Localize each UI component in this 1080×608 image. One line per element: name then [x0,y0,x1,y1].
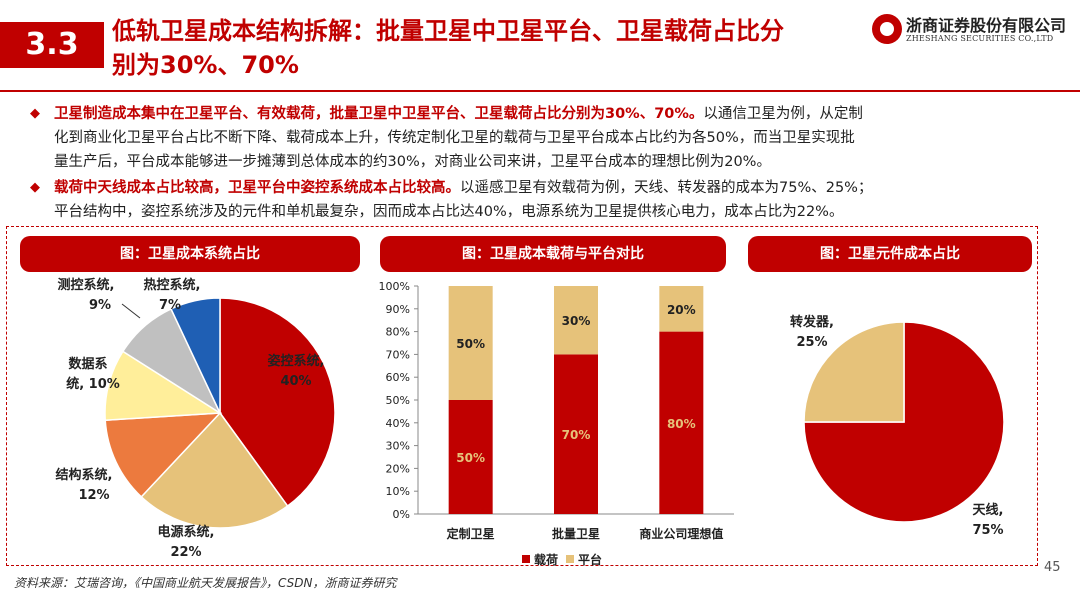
bar-payload-3 [659,331,704,514]
pie1-leader-line [121,303,141,319]
bar-ytick-10: 100% [379,280,410,293]
pie1-slice-1 [219,297,336,508]
bar-label-payload-3: 80% [667,417,696,431]
bar-category-3: 商业公司理想值 [639,526,723,541]
pie1-value-2: 22% [170,545,201,560]
pie1-label-5: 测控系统, [58,277,115,293]
bar-ytick-3: 30% [386,440,410,453]
logo-name-en: ZHESHANG SECURITIES CO.,LTD [906,34,1054,43]
pie1-label-2: 电源系统, [158,524,215,540]
bullet-2-line-2: 平台结构中，姿控系统涉及的元件和单机最复杂，因而成本占比达40%，电源系统为卫星… [54,204,844,220]
bar-ytick-2: 20% [386,462,410,475]
logo-name-cn: 浙商证券股份有限公司 [906,16,1067,35]
component-cost-pie-chart: 天线, 75% 转发器, 25% [790,314,1005,538]
bar-category-1: 定制卫星 [447,526,495,541]
header-divider [0,90,1080,92]
bullet-1-line-3: 量生产后，平台成本能够进一步摊薄到总体成本的约30%，对商业公司来讲，卫星平台成… [54,154,771,170]
title-line-1: 低轨卫星成本结构拆解：批量卫星中卫星平台、卫星载荷占比分 [112,17,784,45]
title-line-2: 别为30%、70% [112,51,299,79]
pie1-value-3: 12% [78,488,109,503]
diamond-bullet-icon: ◆ [30,180,40,195]
bar-ytick-6: 60% [386,371,410,384]
payload-platform-bar-chart: 0% 10% 20% 30% 40% 50% 60% 70% 80% 90% 100% 50% 50% 定… [379,280,734,567]
bar-ytick-1: 10% [386,485,410,498]
bar-platform-3 [659,286,704,332]
pie2-label-2: 转发器, [790,314,834,330]
pie1-value-4: 统, 10% [66,376,120,392]
left-panel-title: 图：卫星成本系统占比 [20,236,360,272]
pie2-slice-2 [803,321,905,423]
bar-ytick-0: 0% [393,508,410,521]
bar-ytick-9: 90% [386,303,410,316]
pie2-value-1: 75% [972,523,1003,538]
charts-frame [6,226,1038,566]
diamond-bullet-icon: ◆ [30,106,40,121]
bar-payload-1 [448,400,493,514]
pie1-slice-4 [104,350,223,422]
source-note: 资料来源：艾瑞咨询，《中国商业航天发展报告》，CSDN，浙商证券研究 [14,576,397,590]
legend-swatch-platform [566,555,574,563]
bullet-2-rest: 以遥感卫星有效载荷为例，天线、转发器的成本为75%、25%； [460,180,873,196]
pie1-slice-3 [104,412,222,498]
legend-label-platform: 平台 [578,552,602,567]
bullet-1-bold: 卫星制造成本集中在卫星平台、有效载荷，批量卫星中卫星平台、卫星载荷占比分别为30… [54,106,704,122]
right-panel-title: 图：卫星元件成本占比 [748,236,1032,272]
bar-label-payload-1: 50% [456,451,485,465]
pie1-value-5: 9% [89,298,111,313]
bar-label-platform-2: 30% [562,314,591,328]
section-number: 3.3 [0,22,104,68]
pie1-value-1: 40% [280,374,311,389]
bar-platform-2 [554,286,598,355]
legend-swatch-payload [522,555,530,563]
pie1-slice-6 [170,297,221,414]
pie2-value-2: 25% [796,335,827,350]
pie1-label-6: 热控系统, [144,277,201,293]
pie1-value-6: 7% [159,298,181,313]
bullet-1-rest: 以通信卫星为例，从定制 [703,106,863,122]
page-number: 45 [1044,560,1061,575]
pie1-label-3: 结构系统, [56,467,113,483]
pie1-slice-2 [140,411,289,529]
pie1-label-1: 姿控系统, [268,353,325,369]
bar-platform-1 [448,286,493,400]
bar-category-2: 批量卫星 [552,526,600,541]
bar-ytick-7: 70% [386,348,410,361]
company-logo: 浙商证券股份有限公司 ZHESHANG SECURITIES CO.,LTD [872,10,1072,54]
bar-ytick-5: 50% [386,394,410,407]
bar-label-payload-2: 70% [562,428,591,442]
pie2-label-1: 天线, [973,502,1004,518]
bar-ytick-8: 80% [386,326,410,339]
bullet-1-line-2: 化到商业化卫星平台占比不断下降、载荷成本上升，传统定制化卫星的载荷与卫星平台成本… [54,130,855,146]
bar-payload-2 [554,354,598,514]
bar-label-platform-3: 20% [667,303,696,317]
logo-seal-icon [872,14,902,44]
page-title: 低轨卫星成本结构拆解：批量卫星中卫星平台、卫星载荷占比分 别为30%、70% [112,14,872,82]
bar-ytick-4: 40% [386,417,410,430]
bullet-2-bold: 载荷中天线成本占比较高，卫星平台中姿控系统成本占比较高。 [54,180,460,196]
bar-label-platform-1: 50% [456,337,485,351]
legend-label-payload: 载荷 [534,552,558,567]
mid-panel-title: 图：卫星成本载荷与平台对比 [380,236,726,272]
pie1-label-4: 数据系 [68,356,107,372]
